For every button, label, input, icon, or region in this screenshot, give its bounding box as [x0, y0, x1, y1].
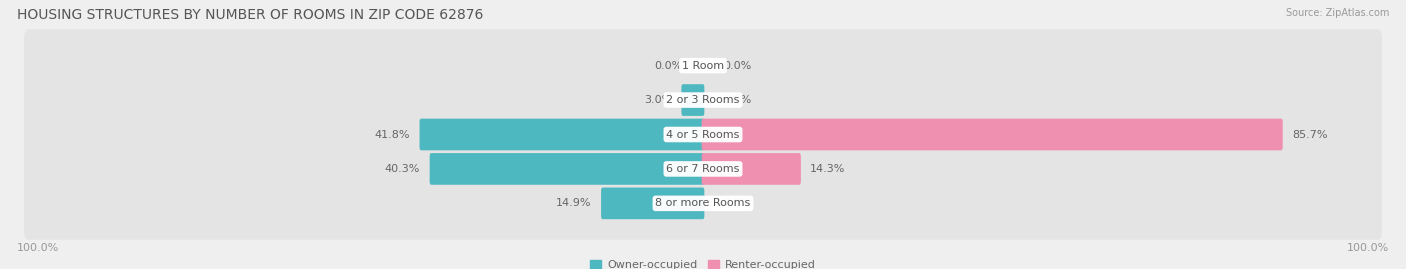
FancyBboxPatch shape	[419, 119, 704, 150]
Text: 3.0%: 3.0%	[644, 95, 672, 105]
FancyBboxPatch shape	[24, 98, 1382, 171]
Text: 4 or 5 Rooms: 4 or 5 Rooms	[666, 129, 740, 140]
FancyBboxPatch shape	[602, 187, 704, 219]
Text: 85.7%: 85.7%	[1292, 129, 1327, 140]
Text: Source: ZipAtlas.com: Source: ZipAtlas.com	[1285, 8, 1389, 18]
FancyBboxPatch shape	[24, 167, 1382, 240]
FancyBboxPatch shape	[430, 153, 704, 185]
FancyBboxPatch shape	[702, 153, 801, 185]
Text: 0.0%: 0.0%	[723, 61, 751, 71]
Text: HOUSING STRUCTURES BY NUMBER OF ROOMS IN ZIP CODE 62876: HOUSING STRUCTURES BY NUMBER OF ROOMS IN…	[17, 8, 484, 22]
FancyBboxPatch shape	[702, 119, 1282, 150]
Text: 40.3%: 40.3%	[385, 164, 420, 174]
FancyBboxPatch shape	[24, 133, 1382, 205]
FancyBboxPatch shape	[682, 84, 704, 116]
Text: 0.0%: 0.0%	[723, 198, 751, 208]
Text: 100.0%: 100.0%	[17, 243, 59, 253]
Text: 100.0%: 100.0%	[1347, 243, 1389, 253]
Text: 1 Room: 1 Room	[682, 61, 724, 71]
Text: 8 or more Rooms: 8 or more Rooms	[655, 198, 751, 208]
Text: 6 or 7 Rooms: 6 or 7 Rooms	[666, 164, 740, 174]
FancyBboxPatch shape	[24, 64, 1382, 136]
Text: 0.0%: 0.0%	[723, 95, 751, 105]
Text: 41.8%: 41.8%	[374, 129, 411, 140]
FancyBboxPatch shape	[24, 29, 1382, 102]
Text: 14.9%: 14.9%	[557, 198, 592, 208]
Text: 2 or 3 Rooms: 2 or 3 Rooms	[666, 95, 740, 105]
Text: 0.0%: 0.0%	[655, 61, 683, 71]
Legend: Owner-occupied, Renter-occupied: Owner-occupied, Renter-occupied	[591, 260, 815, 269]
Text: 14.3%: 14.3%	[810, 164, 845, 174]
